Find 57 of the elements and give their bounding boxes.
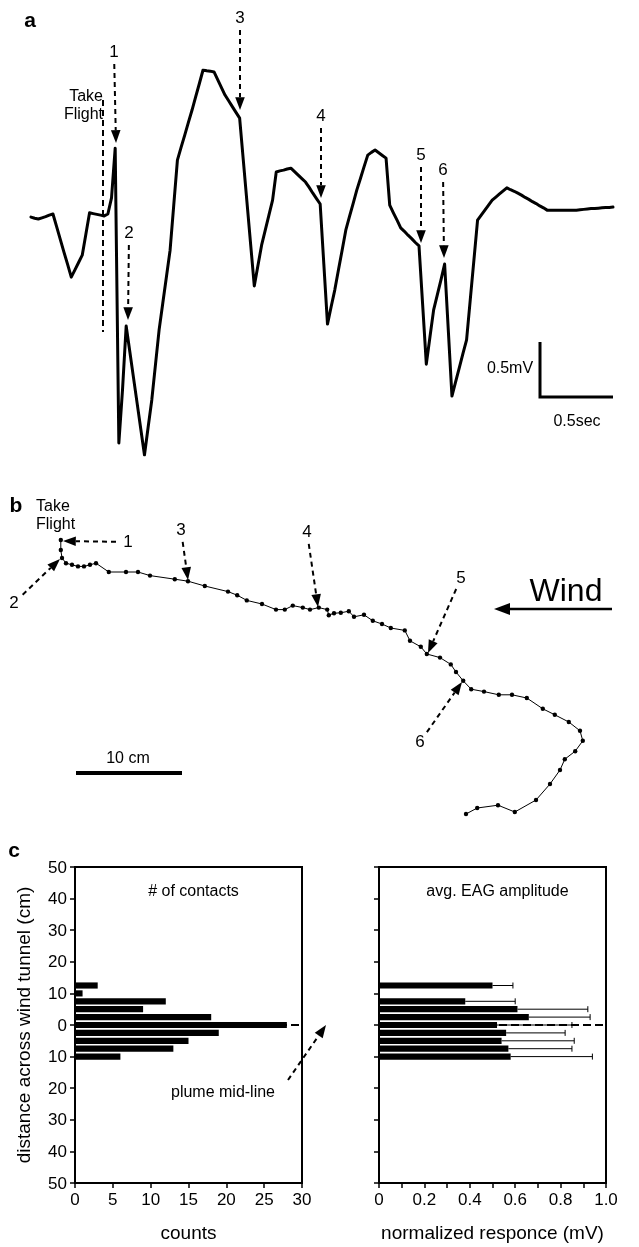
text: 2: [9, 592, 19, 613]
y-axis-title: distance across wind tunnel (cm): [13, 886, 34, 1164]
annotation: 0.5mV: [486, 359, 534, 377]
y-tick-label: 10: [48, 1047, 67, 1067]
annotation: 5: [416, 144, 426, 165]
y-tick-label: 40: [48, 1141, 67, 1161]
annotation: 4: [316, 105, 326, 126]
x-tick-label: 20: [216, 1190, 236, 1209]
x-tick-label: 25: [254, 1190, 274, 1209]
x-tick-label: 0: [70, 1190, 80, 1209]
bar: [75, 1014, 212, 1021]
text: b: [9, 493, 23, 517]
bar: [75, 1045, 174, 1052]
y-tick-label: 20: [48, 1078, 67, 1098]
x-axis-title: normalized responce (mV): [381, 1222, 604, 1243]
text: 3: [235, 7, 245, 28]
y-tick-label: 50: [48, 1173, 67, 1193]
annotation: 0.5sec: [553, 412, 601, 430]
annotation: 6: [438, 159, 448, 180]
text: 4: [302, 521, 312, 542]
y-tick-label: 0: [57, 1015, 67, 1035]
y-tick-label: 40: [48, 889, 67, 909]
x-tick-label: 0.4: [457, 1190, 482, 1209]
text: avg. EAG amplitude: [426, 881, 569, 899]
text: 1: [109, 41, 119, 62]
y-tick-label: 20: [48, 952, 67, 972]
bar: [75, 1006, 144, 1013]
x-tick-label: 0: [374, 1190, 384, 1209]
y-tick-label: 30: [48, 920, 67, 940]
x-axis-title: counts: [160, 1222, 217, 1243]
text: Wind: [529, 572, 603, 609]
text: # of contacts: [148, 881, 239, 899]
text: 1: [123, 531, 133, 552]
bar: [75, 1037, 189, 1044]
x-tick-label: 0.6: [503, 1190, 528, 1209]
text: 10 cm: [106, 749, 150, 767]
y-tick-label: 50: [48, 857, 67, 877]
y-tick-label: 10: [48, 983, 67, 1003]
x-tick-label: 0.2: [412, 1190, 437, 1209]
x-tick-label: 1.0: [594, 1190, 618, 1209]
bar: [75, 1029, 219, 1036]
text: 3: [176, 519, 186, 540]
bar: [75, 998, 166, 1005]
x-tick-label: 15: [179, 1190, 198, 1209]
annotation: Take Flight: [62, 87, 103, 123]
annotation: 2: [124, 222, 134, 243]
text: 5: [456, 567, 466, 588]
x-tick-label: 30: [292, 1190, 312, 1209]
text: 6: [415, 731, 425, 752]
x-tick-label: 5: [108, 1190, 118, 1209]
text: a: [24, 8, 36, 32]
x-tick-label: 0.8: [548, 1190, 573, 1209]
text: Take Flight: [36, 497, 77, 533]
ref-line-label: plume mid-line: [170, 1083, 276, 1101]
y-tick-label: 30: [48, 1110, 67, 1130]
x-tick-label: 10: [141, 1190, 161, 1209]
text: c: [8, 838, 20, 862]
